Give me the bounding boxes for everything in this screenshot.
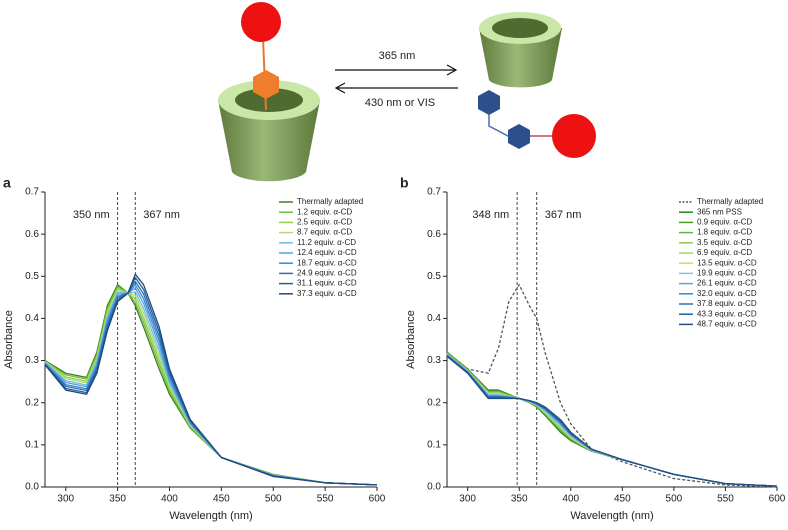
legend-label: 43.3 equiv. α-CD: [697, 309, 757, 318]
series-line: [44, 287, 378, 486]
y-tick-label: 0.7: [25, 187, 39, 198]
y-tick-label: 0.6: [427, 229, 441, 240]
reference-label: 348 nm: [472, 209, 509, 221]
series-line: [446, 353, 778, 487]
series-line: [446, 355, 778, 487]
y-tick-label: 0.4: [25, 313, 39, 324]
y-tick-label: 0.3: [25, 355, 39, 366]
y-tick-label: 0.6: [25, 229, 39, 240]
legend-label: 0.9 equiv. α-CD: [697, 218, 752, 227]
y-tick-label: 0.1: [25, 439, 39, 450]
legend-label: 31.1 equiv. α-CD: [297, 279, 357, 288]
y-tick-label: 0.4: [427, 313, 441, 324]
series-line: [44, 289, 378, 486]
x-tick-label: 600: [769, 494, 786, 505]
x-tick-label: 450: [213, 494, 230, 505]
y-tick-label: 0.7: [427, 187, 441, 198]
y-tick-label: 0.0: [427, 482, 441, 493]
series-line: [446, 351, 778, 487]
free-guest: [478, 90, 596, 158]
y-axis-label: Absorbance: [3, 310, 15, 369]
y-tick-label: 0.2: [427, 397, 441, 408]
legend-label: 26.1 equiv. α-CD: [697, 279, 757, 288]
panel-label: a: [3, 175, 11, 191]
forward-label: 365 nm: [379, 50, 416, 62]
equilibrium-arrows: 365 nm 430 nm or VIS: [334, 50, 458, 109]
series-line: [44, 284, 378, 486]
y-tick-label: 0.3: [427, 355, 441, 366]
series-line: [44, 291, 378, 486]
series-line: [44, 276, 378, 486]
legend-label: 32.0 equiv. α-CD: [697, 289, 757, 298]
reference-label: 350 nm: [73, 209, 110, 221]
legend-label: 37.8 equiv. α-CD: [697, 299, 757, 308]
legend-label: 24.9 equiv. α-CD: [297, 269, 357, 278]
legend-label: 37.3 equiv. α-CD: [297, 289, 357, 298]
legend-label: 13.5 equiv. α-CD: [697, 258, 757, 267]
complex-illustration: [218, 2, 320, 182]
series-line: [446, 352, 778, 487]
reverse-label: 430 nm or VIS: [365, 97, 435, 109]
series-line: [446, 355, 778, 487]
x-tick-label: 300: [57, 494, 74, 505]
x-axis-label: Wavelength (nm): [570, 510, 653, 522]
series-line: [446, 284, 778, 488]
series-line: [446, 353, 778, 487]
series-line: [44, 284, 378, 486]
legend-label: 2.5 equiv. α-CD: [297, 218, 352, 227]
x-tick-label: 300: [459, 494, 476, 505]
x-tick-label: 500: [666, 494, 683, 505]
x-tick-label: 500: [265, 494, 282, 505]
series-line: [44, 287, 378, 486]
x-tick-label: 400: [161, 494, 178, 505]
series-line: [446, 352, 778, 487]
legend-label: 19.9 equiv. α-CD: [697, 269, 757, 278]
series-line: [446, 354, 778, 487]
legend-label: Thermally adapted: [297, 197, 363, 206]
legend-label: 18.7 equiv. α-CD: [297, 258, 357, 267]
legend-label: 6.9 equiv. α-CD: [697, 248, 752, 257]
x-tick-label: 450: [614, 494, 631, 505]
legend-label: 12.4 equiv. α-CD: [297, 248, 357, 257]
legend-label: 1.2 equiv. α-CD: [297, 207, 352, 216]
x-tick-label: 350: [109, 494, 126, 505]
x-tick-label: 550: [317, 494, 334, 505]
y-tick-label: 0.0: [25, 482, 39, 493]
y-tick-label: 0.1: [427, 439, 441, 450]
series-line: [446, 355, 778, 487]
legend-label: 365 nm PSS: [697, 207, 742, 216]
series-line: [44, 285, 378, 486]
x-tick-label: 600: [369, 494, 386, 505]
x-axis-label: Wavelength (nm): [169, 510, 252, 522]
x-tick-label: 550: [717, 494, 734, 505]
y-tick-label: 0.5: [25, 271, 39, 282]
legend-label: 11.2 equiv. α-CD: [297, 238, 356, 247]
x-tick-label: 350: [511, 494, 528, 505]
free-cyclodextrin: [479, 12, 562, 88]
series-line: [446, 353, 778, 487]
legend-label: 8.7 equiv. α-CD: [297, 228, 352, 237]
legend-label: 1.8 equiv. α-CD: [697, 228, 752, 237]
panel-label: b: [400, 175, 409, 191]
legend-label: 3.5 equiv. α-CD: [697, 238, 752, 247]
legend-label: 48.7 equiv. α-CD: [697, 320, 757, 329]
y-tick-label: 0.5: [427, 271, 441, 282]
reference-label: 367 nm: [545, 209, 582, 221]
series-line: [44, 280, 378, 486]
reference-label: 367 nm: [143, 209, 180, 221]
series-line: [446, 354, 778, 487]
series-line: [44, 273, 378, 486]
legend-label: Thermally adapted: [697, 197, 763, 206]
y-axis-label: Absorbance: [405, 310, 417, 369]
x-tick-label: 400: [562, 494, 579, 505]
y-tick-label: 0.2: [25, 397, 39, 408]
series-line: [446, 352, 778, 487]
